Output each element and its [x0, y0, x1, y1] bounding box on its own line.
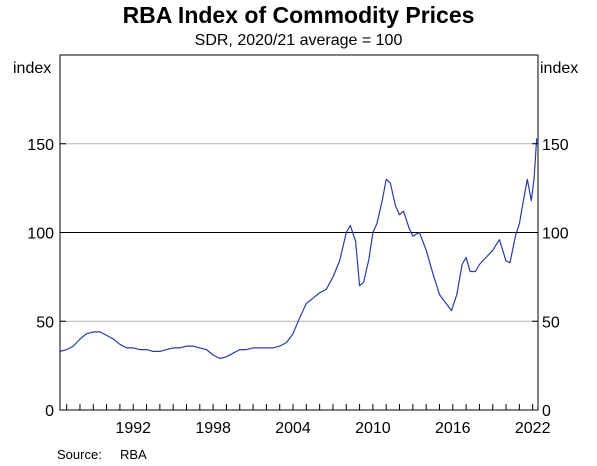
- x-tick-label: 2016: [435, 420, 471, 437]
- x-tick-label: 2004: [275, 420, 311, 437]
- y-axis-label-left: index: [13, 60, 51, 77]
- chart-title: RBA Index of Commodity Prices: [122, 2, 475, 28]
- y-tick-label-right: 0: [542, 403, 551, 420]
- chart-subtitle: SDR, 2020/21 average = 100: [194, 32, 403, 49]
- source-label: Source:: [57, 447, 102, 462]
- x-axis: 1992 1998 2004 2010 2016 2022: [66, 404, 551, 437]
- series-layer: [59, 138, 538, 360]
- y-tick-label-left: 0: [45, 403, 54, 420]
- y-tick-label-right: 50: [542, 314, 560, 331]
- y-axis-left: 0 50 100 150: [27, 137, 66, 420]
- gridlines: [60, 143, 538, 322]
- x-tick-label: 2010: [355, 420, 391, 437]
- x-tick-label: 2022: [515, 420, 551, 437]
- y-tick-label-right: 100: [542, 226, 569, 243]
- y-tick-label-left: 50: [36, 314, 54, 331]
- y-tick-label-left: 150: [27, 137, 54, 154]
- x-tick-label: 1992: [115, 420, 151, 437]
- series-line-0: [59, 138, 538, 360]
- y-axis-label-right: index: [540, 60, 578, 77]
- y-tick-label-right: 150: [542, 137, 569, 154]
- source-value: RBA: [120, 447, 147, 462]
- y-axis-right: 0 50 100 150: [532, 137, 569, 420]
- y-tick-label-left: 100: [27, 226, 54, 243]
- x-tick-label: 1998: [195, 420, 231, 437]
